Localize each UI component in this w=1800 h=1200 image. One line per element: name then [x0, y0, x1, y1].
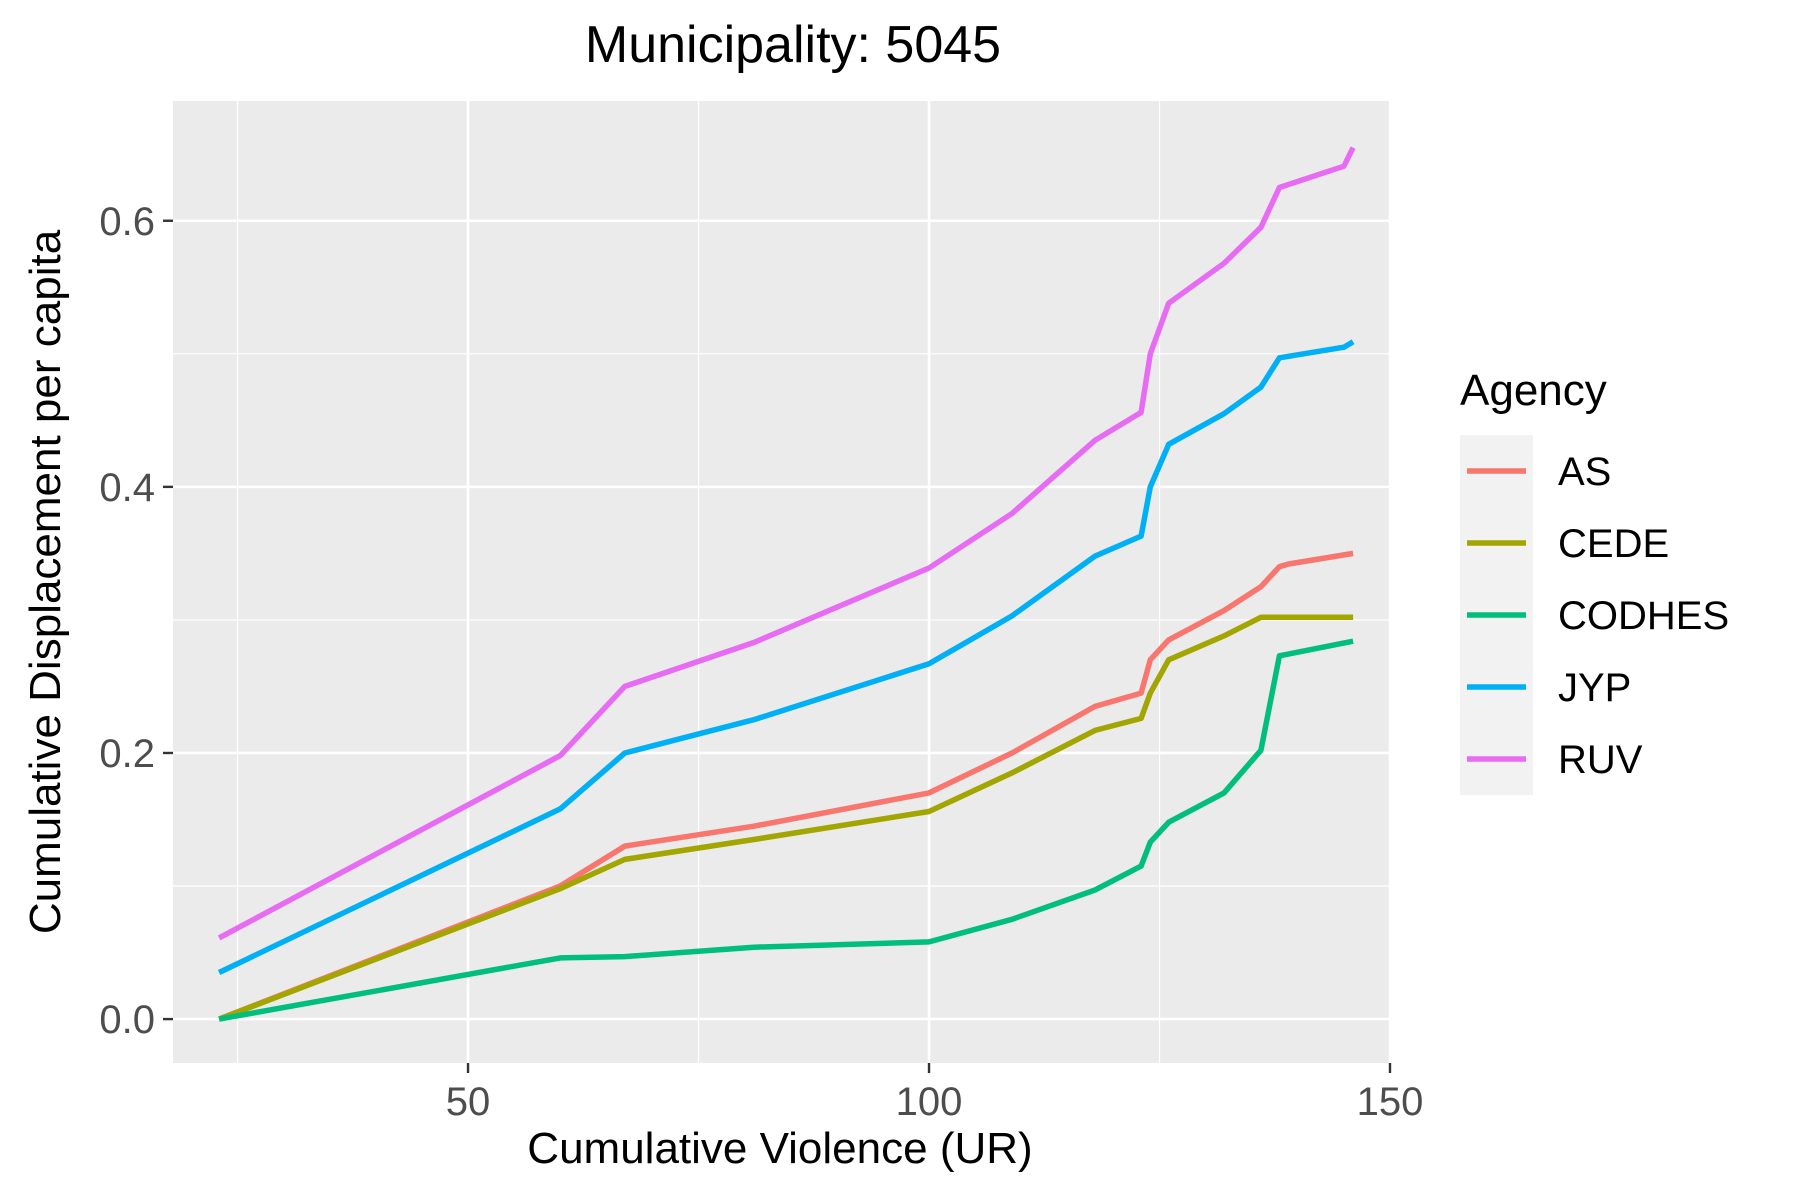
series-line-ruv	[217, 146, 1356, 941]
series-lines	[217, 146, 1356, 1022]
x-axis: 50 100 150	[446, 1063, 1424, 1124]
legend-label-as: AS	[1558, 450, 1611, 494]
legend: Agency AS CEDE CODHES JYP RUV	[1460, 366, 1729, 795]
minor-gridlines	[173, 101, 1390, 1063]
series-line-cede	[218, 614, 1354, 1022]
y-tick-label: 0.0	[99, 998, 155, 1042]
y-axis-title: Cumulative Displacement per capita	[21, 229, 70, 934]
x-tick-label: 100	[896, 1080, 963, 1124]
y-tick-label: 0.2	[99, 732, 155, 776]
major-gridlines	[173, 101, 1392, 1063]
x-tick-label: 150	[1357, 1080, 1424, 1124]
series-line-codhes	[218, 638, 1354, 1022]
y-axis: 0.0 0.2 0.4 0.6	[99, 200, 173, 1042]
legend-label-ruv: RUV	[1558, 738, 1643, 782]
legend-title: Agency	[1460, 366, 1607, 415]
plot-panel	[173, 101, 1390, 1063]
legend-label-cede: CEDE	[1558, 522, 1669, 566]
series-line-as	[218, 550, 1354, 1022]
x-tick-label: 50	[446, 1080, 491, 1124]
series-line-jyp	[217, 339, 1355, 975]
x-axis-title: Cumulative Violence (UR)	[527, 1124, 1032, 1173]
y-tick-label: 0.4	[99, 466, 155, 510]
legend-label-jyp: JYP	[1558, 666, 1631, 710]
y-tick-label: 0.6	[99, 200, 155, 244]
legend-label-codhes: CODHES	[1558, 594, 1729, 638]
chart-title: Municipality: 5045	[585, 16, 1001, 74]
